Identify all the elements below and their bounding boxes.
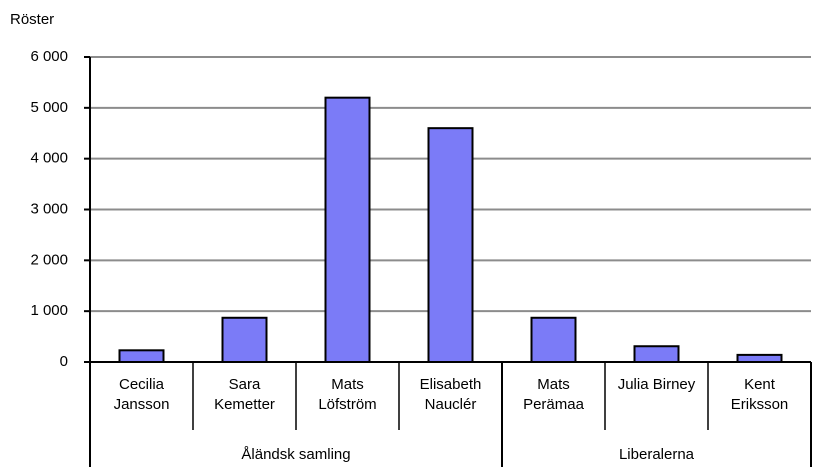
y-tick-label: 5 000 — [30, 99, 68, 116]
x-tick-label: Elisabeth Nauclér — [420, 376, 482, 413]
x-tick-label: Julia Birney — [618, 376, 696, 393]
bar — [633, 345, 680, 364]
y-tick-label: 2 000 — [30, 251, 68, 268]
x-tick-label: Mats Löfström — [318, 376, 376, 413]
bar — [324, 96, 371, 364]
bar — [530, 316, 577, 363]
y-tick-label: 0 — [60, 353, 68, 370]
bar — [221, 316, 268, 363]
bar — [118, 349, 165, 363]
y-tick-label: 3 000 — [30, 200, 68, 217]
group-label: Liberalerna — [619, 446, 695, 463]
x-tick-label: Sara Kemetter — [214, 376, 275, 413]
y-tick-label: 1 000 — [30, 302, 68, 319]
bar — [427, 127, 474, 363]
x-tick-label: Mats Perämaa — [523, 376, 585, 413]
bar — [736, 353, 783, 363]
x-tick-label: Cecilia Jansson — [114, 376, 170, 413]
group-label: Åländsk samling — [241, 446, 350, 463]
x-tick-label: Kent Eriksson — [731, 376, 789, 413]
y-axis-label: Röster — [10, 11, 54, 28]
y-tick-label: 6 000 — [30, 48, 68, 65]
y-tick-label: 4 000 — [30, 150, 68, 167]
